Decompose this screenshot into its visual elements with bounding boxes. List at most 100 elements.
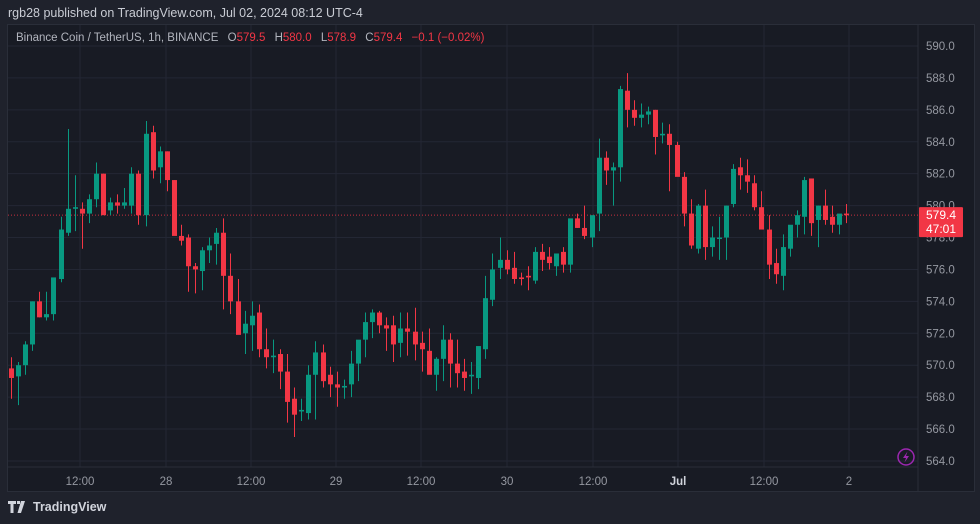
candle-body[interactable] [16,365,21,377]
candle-body[interactable] [165,151,170,181]
candle-body[interactable] [802,180,807,217]
candle-body[interactable] [37,301,42,318]
candle-body[interactable] [420,342,425,350]
candle-body[interactable] [427,350,432,375]
candle-body[interactable] [575,218,580,228]
candle-body[interactable] [214,232,219,244]
candle-body[interactable] [321,352,326,382]
candle-body[interactable] [738,167,743,176]
candle-body[interactable] [328,374,333,385]
candle-body[interactable] [618,89,623,168]
candle-body[interactable] [689,213,694,246]
candle-body[interactable] [696,205,701,249]
candle-body[interactable] [611,167,616,171]
tradingview-brand[interactable]: TradingView [8,500,106,514]
candle-body[interactable] [377,312,382,326]
candle-body[interactable] [278,354,283,372]
candle-body[interactable] [94,173,99,200]
candle-body[interactable] [625,90,630,110]
candle-body[interactable] [228,275,233,302]
candle-body[interactable] [646,111,651,115]
candle-body[interactable] [9,368,14,378]
candle-body[interactable] [639,114,644,118]
candle-body[interactable] [172,180,177,236]
candle-body[interactable] [774,263,779,275]
candle-body[interactable] [200,250,205,272]
candle-body[interactable] [292,398,297,415]
candle-body[interactable] [448,339,453,364]
candle-body[interactable] [80,208,85,214]
candle-body[interactable] [667,133,672,145]
candle-body[interactable] [653,109,658,137]
candle-body[interactable] [781,247,786,276]
candle-body[interactable] [632,109,637,118]
candle-body[interactable] [490,269,495,300]
candle-body[interactable] [505,259,510,270]
candle-body[interactable] [795,215,800,225]
candle-body[interactable] [51,277,56,315]
candle-body[interactable] [158,151,163,168]
candle-body[interactable] [830,216,835,225]
candle-body[interactable] [745,175,750,182]
candle-body[interactable] [455,363,460,374]
candle-body[interactable] [108,202,113,211]
candle-body[interactable] [73,207,78,209]
candle-body[interactable] [717,237,722,240]
candle-body[interactable] [342,385,347,388]
candle-body[interactable] [306,374,311,414]
candle-body[interactable] [526,275,531,278]
candle-body[interactable] [59,229,64,280]
candle-body[interactable] [370,312,375,323]
candle-body[interactable] [405,328,410,332]
candle-body[interactable] [207,245,212,251]
candle-body[interactable] [129,173,134,206]
candle-body[interactable] [533,251,538,281]
candle-body[interactable] [221,232,226,276]
candle-body[interactable] [809,178,814,224]
candle-body[interactable] [660,133,665,136]
candle-body[interactable] [101,173,106,216]
candle-body[interactable] [257,312,262,350]
candle-body[interactable] [271,355,276,358]
candle-body[interactable] [30,301,35,345]
chart-frame[interactable] [7,24,975,492]
candle-body[interactable] [731,168,736,205]
candle-body[interactable] [604,157,609,171]
candle-body[interactable] [561,251,566,265]
candle-body[interactable] [469,374,474,377]
candle-body[interactable] [136,173,141,216]
candle-body[interactable] [66,208,71,233]
lightning-alert-icon[interactable] [897,448,915,466]
candle-body[interactable] [44,314,49,318]
candle-body[interactable] [512,267,517,280]
candle-body[interactable] [144,133,149,216]
candle-body[interactable] [23,344,28,366]
candle-body[interactable] [519,277,524,280]
candle-body[interactable] [363,322,368,340]
candle-body[interactable] [540,251,545,260]
candle-body[interactable] [476,346,481,378]
candle-body[interactable] [349,363,354,385]
candle-body[interactable] [816,205,821,220]
candle-body[interactable] [483,298,488,350]
candle-body[interactable] [87,199,92,214]
candle-body[interactable] [384,325,389,329]
candle-body[interactable] [554,253,559,267]
candle-body[interactable] [767,229,772,265]
candle-body[interactable] [844,213,849,216]
candle-body[interactable] [398,328,403,343]
candle-body[interactable] [590,215,595,238]
candle-body[interactable] [285,371,290,402]
candle-body[interactable] [151,132,156,171]
candle-body[interactable] [759,207,764,230]
candle-body[interactable] [236,301,241,335]
candle-body[interactable] [823,205,828,220]
candle-body[interactable] [313,352,318,375]
candle-body[interactable] [597,157,602,214]
candle-body[interactable] [837,213,842,225]
candle-body[interactable] [193,266,198,270]
candle-body[interactable] [115,202,120,206]
candle-body[interactable] [264,349,269,358]
candle-body[interactable] [441,339,446,359]
